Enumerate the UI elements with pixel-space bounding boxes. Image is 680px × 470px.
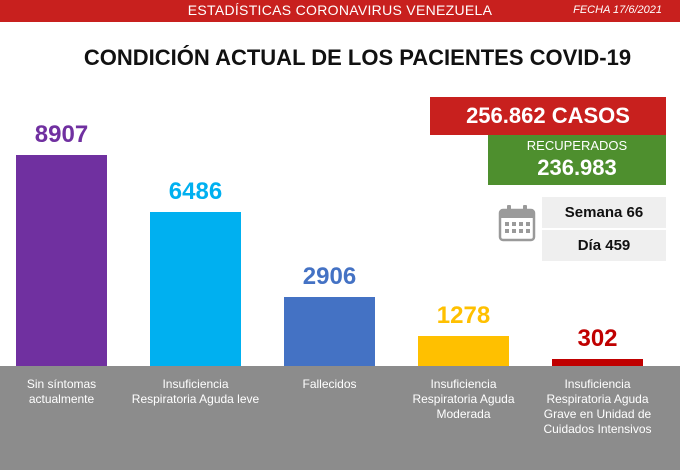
bar-value-label-4: 1278: [436, 302, 491, 329]
total-cases-box: 256.862 CASOS: [430, 97, 666, 135]
category-label-1: Sin síntomas actualmente: [0, 377, 127, 407]
week-value: Semana 66: [564, 204, 644, 221]
category-label-line: Insuficiencia: [430, 377, 497, 391]
category-label-line: Fallecidos: [302, 377, 357, 391]
category-label-4: Insuficiencia Respiratoria Aguda Moderada: [399, 377, 529, 422]
bar-value-label-3: 2906: [302, 263, 357, 290]
category-label-line: Moderada: [436, 407, 491, 421]
day-box: Día 459: [542, 230, 666, 261]
chart-title: CONDICIÓN ACTUAL DE LOS PACIENTES COVID-…: [83, 45, 632, 70]
total-cases-value: 256.862 CASOS: [466, 103, 630, 128]
bar-5: [552, 359, 643, 366]
category-label-5: Insuficiencia Respiratoria Aguda Grave en …: [533, 377, 663, 437]
category-band: [0, 366, 680, 470]
category-label-line: Respiratoria Aguda: [546, 392, 649, 406]
recovered-label: RECUPERADOS: [526, 138, 628, 153]
week-box: Semana 66: [542, 197, 666, 228]
recovered-box: RECUPERADOS 236.983: [488, 135, 666, 185]
header-title: ESTADÍSTICAS CORONAVIRUS VENEZUELA: [187, 2, 493, 18]
bar-4: [418, 336, 509, 366]
calendar-icon: [498, 205, 536, 242]
category-label-line: Sin síntomas: [26, 377, 97, 391]
category-label-line: Cuidados Intensivos: [543, 422, 652, 436]
category-label-line: Respiratoria Aguda leve: [131, 392, 260, 406]
category-label-line: Insuficiencia: [162, 377, 229, 391]
header-bar: ESTADÍSTICAS CORONAVIRUS VENEZUELA FECHA…: [0, 0, 680, 22]
bar-value-label-1: 8907: [34, 121, 89, 148]
bar-3: [284, 297, 375, 366]
recovered-value: 236.983: [537, 155, 617, 180]
bar-value-label-2: 6486: [168, 178, 223, 205]
category-label-2: Insuficiencia Respiratoria Aguda leve: [131, 377, 261, 407]
category-label-line: actualmente: [28, 392, 95, 406]
day-value: Día 459: [577, 237, 631, 254]
bar-value-label-5: 302: [577, 325, 618, 352]
category-label-line: Insuficiencia: [564, 377, 631, 391]
bar-2: [150, 212, 241, 366]
category-label-line: Grave en Unidad de: [543, 407, 652, 421]
bar-1: [16, 155, 107, 366]
header-date: FECHA 17/6/2021: [573, 4, 662, 16]
category-label-line: Respiratoria Aguda: [412, 392, 515, 406]
category-label-3: Fallecidos: [265, 377, 395, 392]
